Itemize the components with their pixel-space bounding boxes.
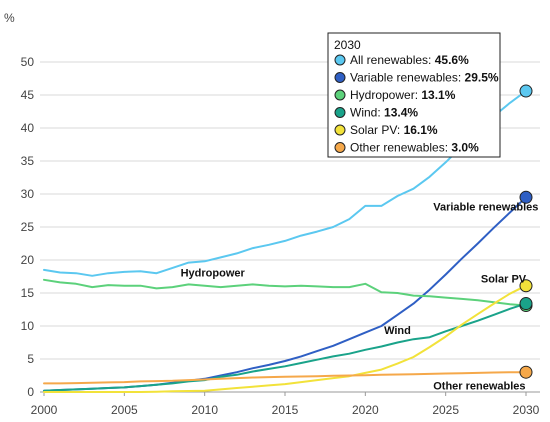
legend-label: Other renewables: <box>350 141 451 155</box>
x-tick-label: 2010 <box>191 403 218 417</box>
legend-value: 13.1% <box>421 88 455 102</box>
legend-items: All renewables: 45.6% Variable renewables… <box>334 53 499 155</box>
legend-title: 2030 <box>334 38 361 52</box>
series-annotation: Hydropower <box>181 268 246 280</box>
y-tick-label: 25 <box>21 220 35 234</box>
series-annotation: Solar PV <box>481 273 527 285</box>
legend-entry: Hydropower: 13.1% <box>350 88 456 102</box>
y-axis-unit-label: % <box>4 11 15 25</box>
y-tick-label: 30 <box>21 187 35 201</box>
end-marker-other-renewables <box>519 365 533 379</box>
legend-value: 16.1% <box>404 123 438 137</box>
series-annotations: Variable renewables Hydropower Wind Solar P… <box>181 202 539 393</box>
series-line-other-renewables <box>43 371 527 385</box>
series-line-wind <box>43 302 527 392</box>
end-marker-wind <box>519 297 533 311</box>
series-line-solar-pv <box>43 284 527 393</box>
x-tick-label: 2030 <box>513 403 540 417</box>
y-tick-label: 0 <box>27 385 34 399</box>
y-tick-label: 35 <box>21 154 35 168</box>
legend-swatch <box>334 89 346 101</box>
series-lines <box>43 90 527 393</box>
legend: 2030 All renewables: 45.6% Variable renew… <box>327 32 501 158</box>
end-marker-variable-renewables <box>519 190 533 204</box>
y-tick-label: 40 <box>21 121 35 135</box>
y-tick-label: 50 <box>21 55 35 69</box>
legend-swatch <box>334 54 346 66</box>
end-marker-all-renewables <box>519 84 533 98</box>
legend-label: Hydropower: <box>350 88 421 102</box>
x-tick-label: 2015 <box>272 403 299 417</box>
legend-value: 29.5% <box>465 71 499 85</box>
series-line-hydropower <box>43 278 527 307</box>
legend-swatch <box>334 142 346 153</box>
legend-entry: All renewables: 45.6% <box>350 53 469 67</box>
legend-entry: Wind: 13.4% <box>350 106 418 120</box>
y-tick-label: 10 <box>21 319 35 333</box>
x-tick-label: 2005 <box>111 403 138 417</box>
legend-entry: Variable renewables: 29.5% <box>350 71 499 85</box>
series-annotation: Variable renewables <box>433 202 538 214</box>
legend-label: Variable renewables: <box>350 71 465 85</box>
y-tick-label: 5 <box>27 352 34 366</box>
legend-entry: Solar PV: 16.1% <box>350 123 438 137</box>
series-line-variable-renewables <box>43 196 527 392</box>
y-tick-label: 20 <box>21 253 35 267</box>
end-marker-solar-pv <box>519 279 533 293</box>
x-tick-label: 2020 <box>352 403 379 417</box>
series-line-all-renewables <box>43 90 527 277</box>
legend-label: All renewables: <box>350 53 435 67</box>
y-axis-ticks: 0 5 10 15 20 25 30 35 40 45 50 <box>21 55 35 399</box>
series-annotation: Other renewables <box>433 380 525 392</box>
legend-box <box>327 32 501 158</box>
x-axis-ticks: 2000 2005 2010 2015 2020 2025 2030 <box>31 392 540 417</box>
legend-value: 3.0% <box>451 141 479 155</box>
legend-swatch <box>334 124 346 136</box>
x-tick-label: 2025 <box>432 403 459 417</box>
legend-label: Solar PV: <box>350 123 404 137</box>
legend-label: Wind: <box>350 106 384 120</box>
y-tick-label: 45 <box>21 88 35 102</box>
x-tick-label: 2000 <box>31 403 58 417</box>
end-markers <box>519 84 533 379</box>
legend-value: 45.6% <box>435 53 469 67</box>
y-tick-label: 15 <box>21 286 35 300</box>
legend-swatch <box>334 72 346 83</box>
legend-entry: Other renewables: 3.0% <box>350 141 479 155</box>
legend-swatch <box>334 107 346 118</box>
legend-value: 13.4% <box>384 106 418 120</box>
series-annotation: Wind <box>384 325 411 337</box>
